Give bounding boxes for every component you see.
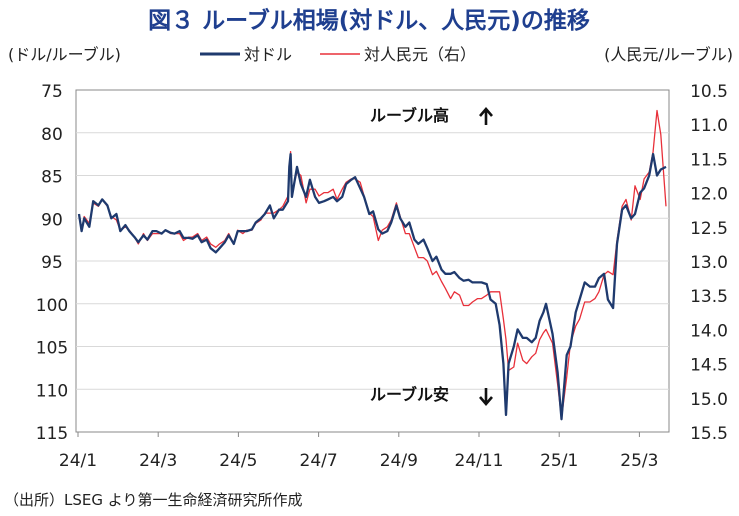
left-tick-label: 85 [41,168,63,188]
arrow-down-icon [479,388,493,406]
series-line-usd [77,152,667,421]
annotation-up-label: ルーブル高 [370,106,449,125]
chart-title: 図３ ルーブル相場(対ドル、人民元)の推移 [148,7,590,34]
right-tick-label: 13.0 [690,253,728,273]
right-tick-label: 12.0 [690,185,728,205]
x-axis-ticks: 24/1 24/3 24/5 24/7 24/9 24/11 25/1 25/3 [59,432,658,471]
x-tick-label: 24/5 [219,451,257,471]
legend-label-usd: 対ドル [244,45,292,64]
right-tick-label: 10.5 [690,82,728,102]
right-tick-label: 15.0 [690,390,728,410]
right-tick-label: 15.5 [690,424,728,444]
annotation-up: ルーブル高 [370,106,493,125]
right-tick-label: 14.0 [690,321,728,341]
annotation-down: ルーブル安 [370,385,493,406]
right-tick-label: 11.5 [690,150,728,170]
x-tick-label: 24/1 [59,451,97,471]
series-line-cny [78,109,667,419]
legend-label-cny: 対人民元（右） [364,45,476,64]
x-tick-label: 24/3 [139,451,177,471]
left-tick-label: 115 [36,424,68,444]
right-axis-ticks: 10.5 11.0 11.5 12.0 12.5 13.0 13.5 14.0 14.5 15.0… [690,82,728,444]
left-tick-label: 80 [41,125,63,145]
right-tick-label: 12.5 [690,219,728,239]
gridlines [76,132,669,390]
right-tick-label: 14.5 [690,356,728,376]
left-tick-label: 100 [36,296,68,316]
right-tick-label: 11.0 [690,116,728,136]
source-note: （出所）LSEG より第一生命経済研究所作成 [4,491,302,509]
x-tick-label: 25/3 [620,451,658,471]
annotation-down-label: ルーブル安 [370,385,449,404]
left-tick-label: 105 [36,339,68,359]
arrow-up-icon [479,107,493,125]
left-tick-label: 75 [41,82,63,102]
x-tick-label: 24/7 [300,451,338,471]
x-tick-label: 24/11 [455,451,504,471]
left-tick-label: 110 [36,381,68,401]
series-layer [77,109,667,421]
legend: 対ドル 対人民元（右） [200,45,476,64]
x-tick-label: 25/1 [540,451,578,471]
left-axis-label: (ドル/ルーブル) [8,45,121,64]
x-tick-label: 24/9 [380,451,418,471]
right-tick-label: 13.5 [690,287,728,307]
left-tick-label: 95 [41,253,63,273]
left-axis-ticks: 75 80 85 90 95 100 105 110 115 [36,82,68,444]
right-axis-label: (人民元/ルーブル) [604,45,733,64]
left-tick-label: 90 [41,210,63,230]
